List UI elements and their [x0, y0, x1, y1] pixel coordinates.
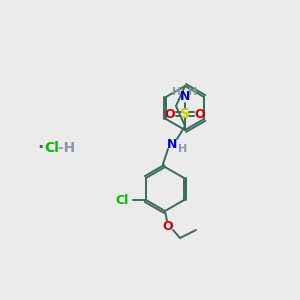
- Text: N: N: [180, 91, 190, 103]
- Text: H: H: [178, 144, 188, 154]
- Text: S: S: [180, 107, 190, 121]
- Text: N: N: [167, 137, 177, 151]
- Text: H: H: [172, 87, 182, 97]
- Text: O: O: [165, 107, 175, 121]
- Text: Cl: Cl: [45, 141, 59, 155]
- Text: ·: ·: [37, 139, 43, 157]
- Text: H: H: [188, 87, 198, 97]
- Text: -H: -H: [53, 141, 75, 155]
- Text: O: O: [163, 220, 173, 232]
- Text: Cl: Cl: [115, 194, 129, 206]
- Text: O: O: [195, 107, 205, 121]
